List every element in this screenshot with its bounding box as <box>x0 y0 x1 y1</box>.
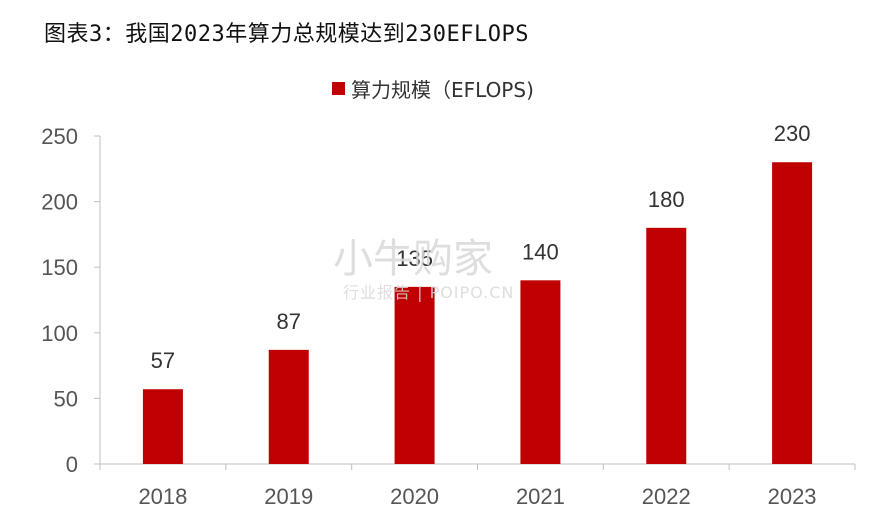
figure-title: 图表3：我国2023年算力总规模达到230EFLOPS <box>44 22 529 47</box>
legend-swatch <box>332 82 345 95</box>
bar <box>520 280 561 464</box>
legend-label: 算力规模（EFLOPS) <box>351 78 534 102</box>
data-labels: 57 87 135 140 180 230 <box>151 121 811 373</box>
watermark-logo-text: 小牛购家 <box>333 236 493 282</box>
y-tick-label: 250 <box>41 124 78 149</box>
y-tick-label: 50 <box>54 386 78 411</box>
bar <box>394 286 435 464</box>
data-label: 180 <box>648 187 685 212</box>
x-tick-label: 2020 <box>390 484 439 509</box>
bars <box>142 162 813 465</box>
data-label: 230 <box>774 121 811 146</box>
watermark-subtext: 行业报告 | POIPO.CN <box>343 283 514 302</box>
y-tick-label: 200 <box>41 190 78 215</box>
y-tick-label: 100 <box>41 321 78 346</box>
x-axis: 2018 2019 2020 2021 2022 2023 <box>99 463 856 509</box>
y-tick-label: 150 <box>41 255 78 280</box>
data-label: 140 <box>522 239 559 264</box>
y-axis: 0 50 100 150 200 250 <box>41 124 101 477</box>
x-tick-label: 2018 <box>138 484 187 509</box>
x-tick-label: 2021 <box>516 484 565 509</box>
data-label: 57 <box>151 348 175 373</box>
bar <box>646 227 687 464</box>
y-tick-label: 0 <box>66 452 78 477</box>
data-label: 87 <box>277 309 301 334</box>
x-tick-label: 2019 <box>264 484 313 509</box>
bar <box>772 162 813 465</box>
x-tick-label: 2023 <box>768 484 817 509</box>
watermark: 小牛购家 行业报告 | POIPO.CN <box>333 236 514 302</box>
bar <box>268 349 309 464</box>
data-label: 135 <box>396 246 433 271</box>
bar <box>142 389 183 464</box>
x-tick-label: 2022 <box>642 484 691 509</box>
legend: 算力规模（EFLOPS) <box>332 74 534 103</box>
